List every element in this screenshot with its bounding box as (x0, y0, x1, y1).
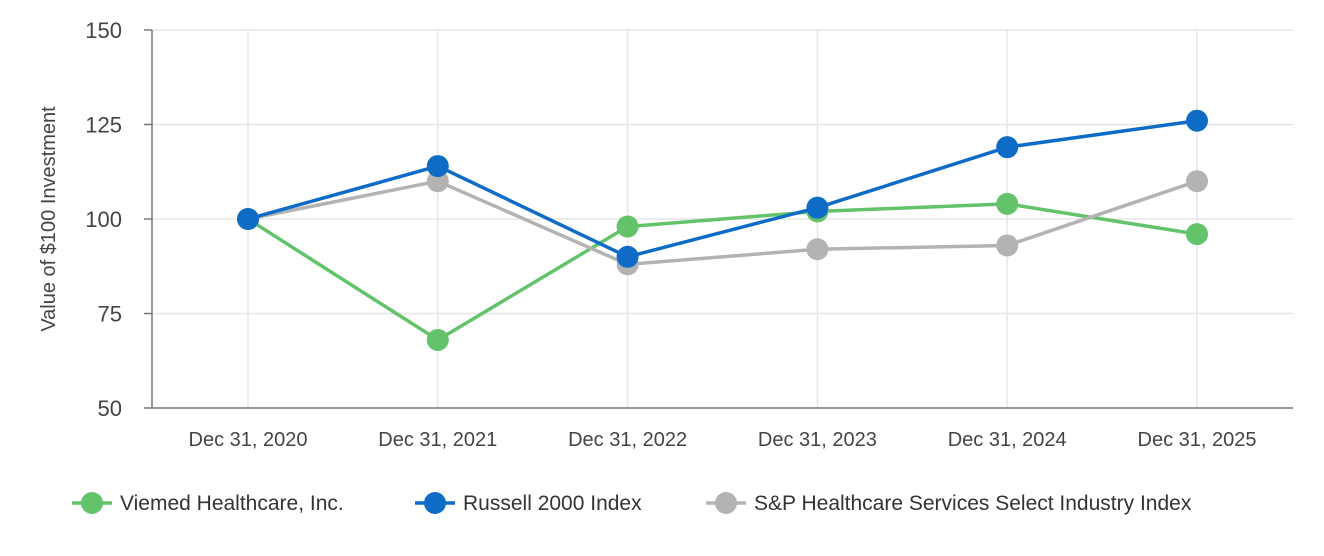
series-0 (237, 192, 1208, 351)
x-tick-label: Dec 31, 2025 (1138, 429, 1257, 451)
x-axis-ticks: Dec 31, 2020 Dec 31, 2021 Dec 31, 2022 Dec … (189, 429, 1257, 451)
y-tick-label: 50 (98, 396, 122, 421)
series-line (247, 118, 1198, 259)
x-tick-label: Dec 31, 2020 (189, 429, 308, 451)
series-group (237, 109, 1208, 351)
data-point (806, 196, 829, 219)
data-point (616, 245, 639, 268)
y-tick-label: 75 (98, 302, 122, 327)
data-point (996, 234, 1019, 257)
y-axis-title: Value of $100 Investment (38, 106, 60, 332)
x-tick-label: Dec 31, 2021 (378, 429, 497, 451)
legend-item: Russell 2000 Index (415, 492, 642, 515)
x-tick-label: Dec 31, 2023 (758, 429, 877, 451)
data-point (996, 192, 1019, 215)
legend-item: Viemed Healthcare, Inc. (72, 492, 344, 515)
legend: Viemed Healthcare, Inc. Russell 2000 Inde… (72, 492, 1192, 515)
y-tick-label: 150 (85, 18, 122, 43)
legend-marker (81, 492, 103, 514)
legend-label: Viemed Healthcare, Inc. (120, 492, 344, 515)
y-axis-ticks: 50 75 100 125 150 (85, 18, 122, 421)
data-point (616, 215, 639, 238)
data-point (237, 208, 259, 230)
data-point (426, 155, 449, 178)
series-line (247, 202, 1198, 342)
legend-label: S&P Healthcare Services Select Industry … (754, 492, 1192, 515)
series-1 (237, 170, 1208, 276)
y-tick-label: 125 (85, 113, 122, 138)
data-point (1186, 223, 1208, 246)
data-point (996, 136, 1019, 159)
legend-item: S&P Healthcare Services Select Industry … (706, 492, 1192, 515)
data-point (1186, 109, 1208, 132)
data-point (426, 170, 449, 193)
data-point (1186, 170, 1208, 193)
y-tick-label: 100 (85, 207, 122, 232)
axes (144, 29, 1293, 409)
x-tick-label: Dec 31, 2024 (948, 429, 1067, 451)
data-point (426, 328, 449, 351)
series-2 (237, 109, 1208, 268)
series-line (247, 179, 1198, 267)
legend-marker (715, 492, 737, 514)
legend-marker (424, 492, 446, 514)
x-tick-label: Dec 31, 2022 (568, 429, 687, 451)
data-point (806, 238, 829, 261)
legend-label: Russell 2000 Index (463, 492, 642, 515)
